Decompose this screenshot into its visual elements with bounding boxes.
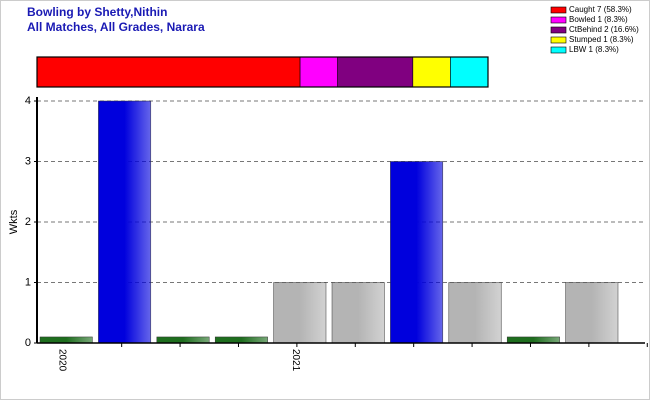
legend-label: Bowled 1 (8.3%) <box>569 15 628 24</box>
y-tick-label: 3 <box>25 155 31 167</box>
proportion-frame <box>36 56 489 88</box>
bar <box>98 100 152 344</box>
y-tick-label: 4 <box>25 95 31 107</box>
chart-subtitle: All Matches, All Grades, Narara <box>27 20 205 34</box>
chart-title: Bowling by Shetty,Nithin <box>27 5 167 19</box>
legend-swatch <box>550 6 567 14</box>
legend-label: Stumped 1 (8.3%) <box>569 35 634 44</box>
bar <box>390 161 444 344</box>
proportion-segment <box>299 56 338 88</box>
y-tick-label: 1 <box>25 276 31 288</box>
legend-swatch <box>550 16 567 24</box>
bar <box>565 282 619 344</box>
legend-swatch <box>550 46 567 54</box>
proportion-segment <box>337 56 414 88</box>
bar <box>331 282 385 344</box>
legend-swatch <box>550 26 567 34</box>
y-tick-label: 2 <box>25 216 31 228</box>
bar <box>39 336 93 344</box>
legend-label: Caught 7 (58.3%) <box>569 5 632 14</box>
proportion-segment <box>450 56 489 88</box>
legend-swatch <box>550 36 567 44</box>
y-axis-label: Wkts <box>8 209 20 234</box>
proportion-segment <box>412 56 451 88</box>
legend-label: CtBehind 2 (16.6%) <box>569 25 639 34</box>
y-tick-label: 0 <box>25 337 31 349</box>
x-tick-label: 2021 <box>290 349 301 372</box>
bar <box>214 336 268 344</box>
x-tick-label: 2020 <box>57 349 68 372</box>
legend-label: LBW 1 (8.3%) <box>569 45 619 54</box>
bar <box>273 282 327 344</box>
bar <box>448 282 502 344</box>
proportion-segment <box>36 56 301 88</box>
bar <box>506 336 560 344</box>
bar <box>156 336 210 344</box>
